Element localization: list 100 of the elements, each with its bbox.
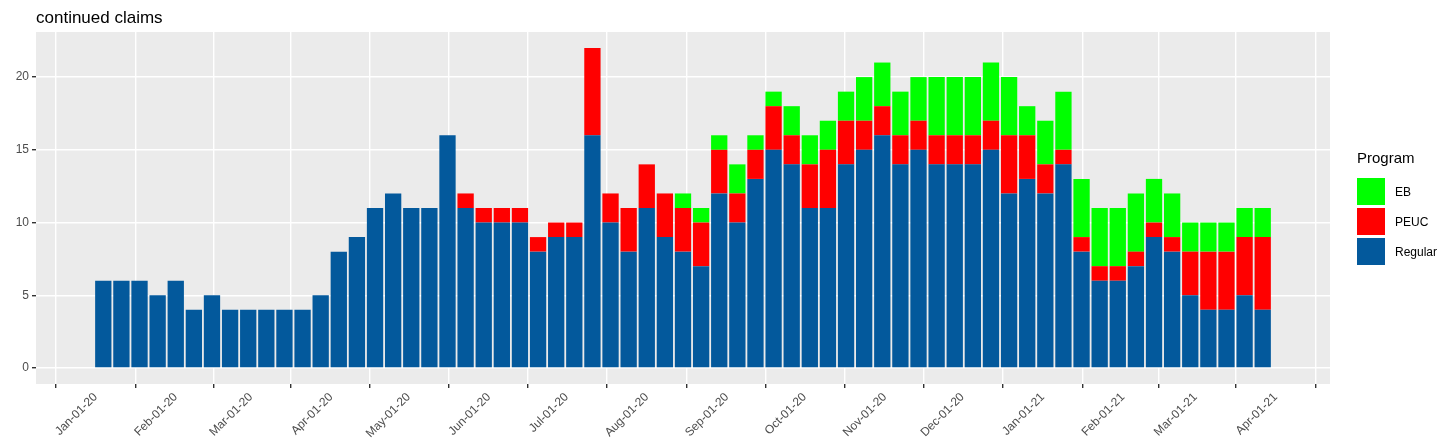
bar [819, 208, 837, 368]
bar [167, 280, 184, 368]
bar [1055, 149, 1072, 165]
bar [529, 237, 547, 252]
bar [1163, 237, 1181, 252]
bar [946, 77, 963, 136]
bar [638, 208, 655, 368]
bar [1019, 178, 1036, 368]
bar [747, 135, 764, 150]
bar [874, 135, 891, 368]
bar [729, 193, 746, 223]
bar [1163, 251, 1181, 368]
bar [330, 251, 347, 368]
bar [1109, 208, 1126, 267]
bar [1073, 178, 1090, 238]
bar [819, 120, 837, 150]
bar [837, 91, 855, 121]
bar [240, 309, 257, 368]
bar [982, 149, 1000, 368]
bar [656, 193, 674, 238]
bar [1019, 106, 1036, 136]
bar [1000, 193, 1018, 368]
bar [1109, 280, 1126, 368]
bar [801, 135, 818, 165]
bar [874, 106, 891, 136]
y-tick-label: 15 [15, 142, 30, 157]
legend-title: Program [1357, 149, 1416, 168]
bar [783, 164, 800, 368]
bar [566, 237, 583, 368]
bar [674, 193, 692, 208]
legend-label: Regular [1395, 244, 1438, 259]
bar [801, 164, 818, 208]
bar [765, 91, 782, 107]
bar [258, 309, 275, 368]
bar [1055, 91, 1072, 150]
bar [1109, 266, 1126, 281]
bar [1019, 135, 1036, 179]
bar [1254, 309, 1271, 368]
bar [620, 208, 637, 252]
legend-label: PEUC [1395, 214, 1429, 229]
bar [747, 149, 764, 179]
bar [1182, 295, 1199, 368]
bar [185, 309, 203, 368]
y-tick-label: 20 [15, 69, 30, 84]
bar [384, 193, 402, 368]
bar [493, 208, 510, 223]
bar [982, 62, 1000, 121]
bar [584, 48, 601, 136]
legend-label: EB [1395, 184, 1412, 199]
bar [729, 164, 746, 194]
bar [856, 120, 873, 150]
bar [1091, 266, 1108, 281]
bar [1073, 237, 1090, 252]
bar [1037, 164, 1054, 194]
bar [783, 135, 800, 165]
y-tick-label: 5 [22, 287, 30, 302]
bar [1037, 193, 1054, 368]
y-tick-label: 10 [15, 214, 30, 229]
bar [348, 237, 366, 368]
bar [1091, 208, 1108, 267]
bar [1182, 251, 1199, 296]
bar [548, 222, 565, 238]
bar [475, 222, 492, 368]
bar [692, 222, 710, 267]
bar [964, 164, 982, 368]
bar [711, 135, 728, 150]
y-tick-label: 0 [22, 360, 30, 375]
bar [475, 208, 492, 223]
bar [548, 237, 565, 368]
bar [711, 193, 728, 368]
bar [1145, 178, 1163, 223]
bar [1000, 135, 1018, 194]
bar [620, 251, 637, 368]
bar [1127, 251, 1145, 267]
bar [964, 135, 982, 165]
bar [801, 208, 818, 368]
bar [674, 208, 692, 252]
bar [511, 222, 529, 368]
bar [203, 295, 221, 368]
bar [95, 280, 112, 368]
bar [819, 149, 837, 208]
bar [1000, 77, 1018, 136]
bar [1127, 266, 1145, 368]
bar [692, 266, 710, 368]
bar [221, 309, 239, 368]
bar [856, 149, 873, 368]
bar [982, 120, 1000, 150]
bar [638, 164, 655, 208]
bar [511, 208, 529, 223]
chart-title: continued claims [36, 8, 163, 29]
bar [656, 237, 674, 368]
bar [964, 77, 982, 136]
bar [946, 135, 963, 165]
bar [1091, 280, 1108, 368]
bar [312, 295, 329, 368]
bar [711, 149, 728, 194]
bar [457, 193, 474, 208]
bar [946, 164, 963, 368]
bar [1254, 237, 1271, 310]
bar [1182, 222, 1199, 252]
